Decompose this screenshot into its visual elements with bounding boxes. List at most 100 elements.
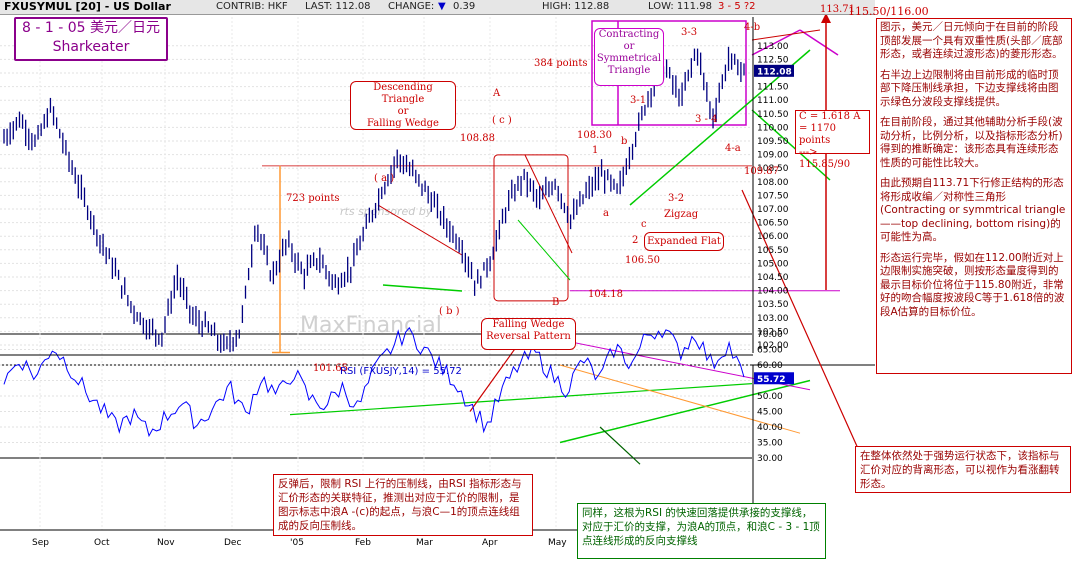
c-calc-line3: ---> 115.85/90: [799, 147, 851, 170]
change-value: 0.39: [453, 1, 476, 12]
triangle-bottom-line: [382, 284, 463, 292]
annotation-c-calculation: C = 1.618 A = 1170 points ---> 115.85/90: [795, 110, 870, 170]
price-tick-label: 112.50: [757, 55, 789, 65]
wave-3-3: 3-3: [681, 27, 698, 38]
rsi-orange: [559, 364, 801, 434]
month-tick-label: Oct: [94, 538, 110, 548]
price-tick-label: 104.00: [757, 287, 789, 297]
watermark-line1: rts sponsored by: [340, 205, 433, 218]
title-line2: Sharkeater: [52, 39, 130, 55]
rsi-arrow-green: [599, 426, 641, 465]
label-106-50: 106.50: [625, 255, 660, 266]
price-tick-label: 110.50: [757, 110, 789, 120]
wave-B: B: [552, 297, 560, 308]
expanded-flat-text: Expanded Flat: [647, 236, 721, 247]
wave-label-header: 3 - 5 ?2: [718, 1, 756, 12]
month-tick-label: Dec: [224, 538, 241, 548]
wave-4-b: 4-b: [744, 22, 761, 33]
c-calc-line1: C = 1.618 A: [799, 111, 861, 122]
rsi-tick-label: 50.00: [757, 392, 783, 402]
triangle-top-line: [377, 204, 463, 256]
price-tick-label: 110.00: [757, 123, 789, 133]
price-tick-label: 108.00: [757, 178, 789, 188]
label-target: 115.50/116.00: [848, 5, 929, 18]
price-last-tag-bg: [754, 64, 794, 77]
rsi-tick-label: 40.00: [757, 423, 783, 433]
price-tick-label: 102.00: [757, 341, 789, 351]
rsi-title: RSI (FXUSJY,14) = 55.72: [340, 366, 462, 377]
annotation-descending-triangle: Descending Triangle or Falling Wedge: [350, 81, 456, 130]
price-tick-label: 105.00: [757, 259, 789, 269]
price-tick-label: 109.00: [757, 151, 789, 161]
rsi-line: [3, 326, 745, 438]
annotation-contracting-triangle: Contracting or Symmetrical Triangle: [594, 28, 664, 86]
fw-line1: Falling Wedge: [492, 319, 565, 330]
note-bottom-right: 在整体依然处于强势运行状态下，该指标与汇价对应的背离形态，可以视作为看涨翻转形态…: [855, 446, 1071, 493]
month-tick-label: Sep: [32, 538, 49, 548]
price-tick-label: 106.50: [757, 219, 789, 229]
title-line1: 8 - 1 - 05 美元／日元: [22, 20, 160, 36]
rsi-tick-label: 65.00: [757, 346, 783, 356]
symbol-title: FXUSYMUL [20] - US Dollar: [4, 0, 171, 13]
rsi-last-tag: 55.72: [757, 375, 785, 385]
label-108-88: 108.88: [460, 133, 495, 144]
chart-header: FXUSYMUL [20] - US Dollar CONTRIB: HKF L…: [0, 0, 875, 15]
wave-A: A: [493, 88, 501, 99]
note-right-p4: 由此预期自113.71下行修正结构的形态将形成收编／对称性三角形(Contrac…: [880, 177, 1066, 243]
label-113-71: 113.71: [820, 4, 855, 15]
box-384: [591, 20, 747, 126]
wave-b: b: [621, 136, 628, 147]
label-108-30: 108.30: [577, 130, 612, 141]
desc-tri-line1: Descending Triangle: [373, 82, 433, 105]
note-right-p1: 图示，美元／日元倾向于在目前的阶段顶部发展一个具有双重性质(头部／底部形态，或者…: [880, 21, 1063, 60]
price-tick-label: 109.50: [757, 137, 789, 147]
month-tick-label: Nov: [157, 538, 175, 548]
price-arrow-red: [741, 189, 861, 454]
label-101-65: 101.65: [313, 363, 348, 374]
wave-2: 2: [632, 235, 639, 246]
rsi-tick-label: 45.00: [757, 408, 783, 418]
price-tick-label: 105.50: [757, 246, 789, 256]
wave-3-2: 3-2: [668, 193, 685, 204]
price-tick-label: 111.50: [757, 83, 789, 93]
month-tick-label: May: [548, 538, 567, 548]
price-tick-label: 104.50: [757, 273, 789, 283]
month-tick-label: Feb: [355, 538, 371, 548]
price-tick-label: 107.00: [757, 205, 789, 215]
price-tick-label: 107.50: [757, 191, 789, 201]
resistance-magenta-2: [799, 29, 839, 56]
label-723-points: 723 points: [286, 193, 340, 204]
price-chart-svg: rts sponsored by MaxFinancial 113.00 112.…: [0, 15, 875, 548]
rsi-series: [3, 326, 745, 438]
support-green-2: [751, 109, 831, 181]
note-right-p5: 形态运行完毕，假如在112.00附近对上边限制实施突破，则按形态量度得到的最示目…: [880, 251, 1065, 318]
price-tick-label: 103.00: [757, 314, 789, 324]
title-box: 8 - 1 - 05 美元／日元 Sharkeater: [14, 17, 168, 61]
desc-tri-line3: Falling Wedge: [367, 118, 439, 129]
note-right-p3: 在目前阶段，通过其他辅助分析手段(波动分析，比例分析，以及指标形态分析)得到的推…: [880, 116, 1063, 169]
rsi-tick-label: 35.00: [757, 439, 783, 449]
wave-zigzag: Zigzag: [664, 209, 699, 220]
label-384-points: 384 points: [534, 58, 588, 69]
note-right-panel: 图示，美元／日元倾向于在目前的阶段顶部发展一个具有双重性质(头部／底部形态，或者…: [876, 18, 1072, 374]
down-triangle-icon: ▼: [438, 1, 446, 12]
price-tick-label: 102.50: [757, 327, 789, 337]
wave-a-paren: ( a ): [374, 173, 395, 184]
month-tick-label: '05: [290, 538, 304, 548]
annotation-expanded-flat: Expanded Flat: [644, 232, 724, 251]
rsi-tick-label: 60.00: [757, 361, 783, 371]
last-price: LAST: 112.08: [305, 1, 371, 12]
wedge-bottom-line: [517, 219, 571, 281]
price-tick-label: 113.00: [757, 42, 789, 52]
note-bottom-green: 同样，这根为RSI 的快速回落提供承接的支撑线，对应于汇价的支撑，为浪A的顶点，…: [577, 503, 826, 559]
ct-line2: or: [623, 41, 635, 52]
ct-line4: Triangle: [607, 65, 651, 76]
desc-tri-line2: or: [397, 106, 409, 117]
low-price: LOW: 111.98: [648, 1, 712, 12]
price-series: [3, 46, 745, 353]
wave-b-paren: ( b ): [439, 306, 460, 317]
wave-a: a: [603, 208, 609, 219]
month-tick-label: Mar: [416, 538, 433, 548]
label-109-87: 109.87: [744, 166, 779, 177]
high-price: HIGH: 112.88: [542, 1, 610, 12]
